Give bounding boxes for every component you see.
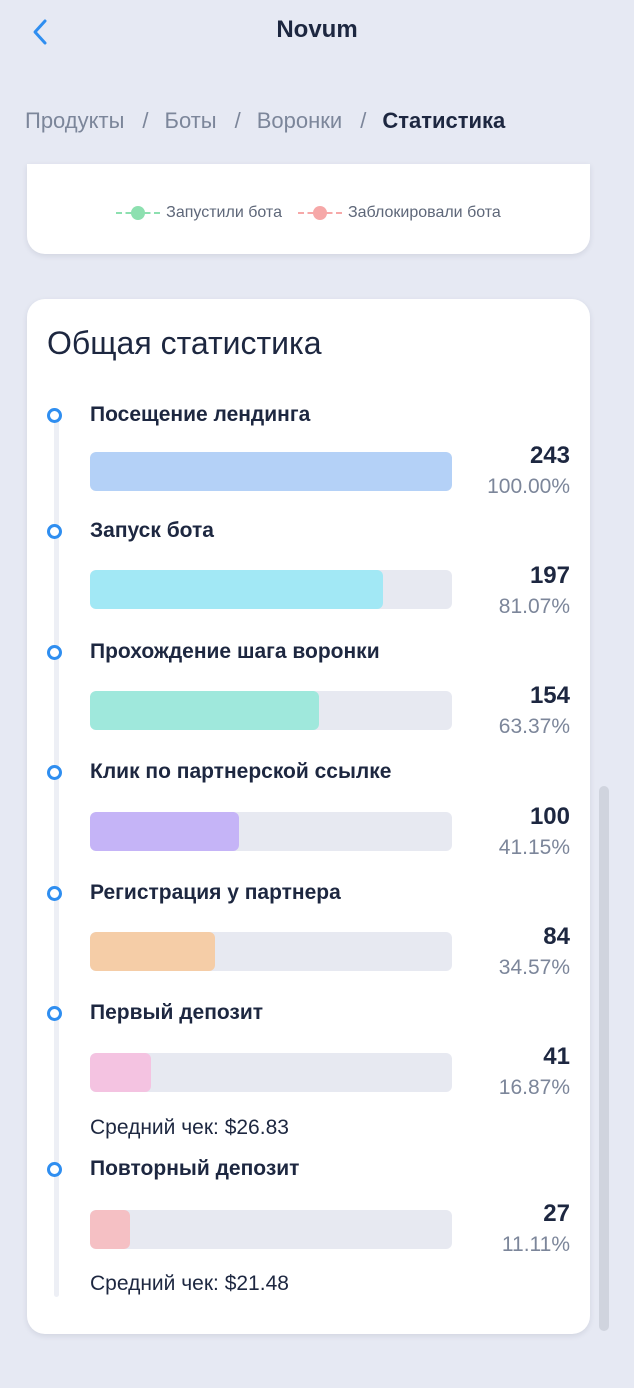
step-dot-icon <box>47 1162 62 1177</box>
progress-bar <box>90 932 452 971</box>
step-dot-icon <box>47 645 62 660</box>
breadcrumb-separator: / <box>142 108 149 133</box>
step-label: Прохождение шага воронки <box>90 640 380 663</box>
legend-item-blocked[interactable]: Заблокировали бота <box>297 204 501 222</box>
progress-bar <box>90 452 452 491</box>
step-percent: 63.37% <box>498 715 570 738</box>
average-check-value: $26.83 <box>224 1116 289 1139</box>
step-count: 197 <box>529 562 570 589</box>
scrollbar[interactable] <box>599 786 609 1331</box>
step-count: 27 <box>543 1200 570 1227</box>
step-label: Запуск бота <box>90 519 214 542</box>
average-check: Средний чек: $21.48 <box>90 1272 289 1296</box>
back-button[interactable] <box>26 14 54 50</box>
step-percent: 81.07% <box>498 595 570 618</box>
progress-bar-fill <box>90 932 216 971</box>
progress-bar-fill <box>90 570 384 609</box>
average-check-value: $21.48 <box>224 1272 289 1295</box>
step-dot-icon <box>47 524 62 539</box>
step-count: 41 <box>543 1043 570 1070</box>
chart-legend: Запустили бота Заблокировали бота <box>27 204 590 222</box>
progress-bar <box>90 570 452 609</box>
average-check-label: Средний чек: <box>90 1116 219 1139</box>
app-title: Novum <box>276 16 358 43</box>
timeline-line <box>54 417 59 1297</box>
step-label: Клик по партнерской ссылке <box>90 760 392 783</box>
step-count: 243 <box>529 442 570 469</box>
progress-bar-fill <box>90 1210 131 1249</box>
step-percent: 11.11% <box>501 1233 570 1256</box>
chevron-left-icon <box>33 19 47 45</box>
progress-bar <box>90 1053 452 1092</box>
step-label: Посещение лендинга <box>90 403 311 426</box>
progress-bar-fill <box>90 691 320 730</box>
step-percent: 100.00% <box>487 475 570 498</box>
step-count: 154 <box>529 682 570 709</box>
step-dot-icon <box>47 765 62 780</box>
breadcrumb-item-current: Статистика <box>382 108 506 133</box>
step-dot-icon <box>47 886 62 901</box>
step-percent: 41.15% <box>498 836 570 859</box>
step-count: 100 <box>529 803 570 830</box>
step-percent: 34.57% <box>498 956 570 979</box>
legend-item-launched[interactable]: Запустили бота <box>116 204 282 222</box>
average-check: Средний чек: $26.83 <box>90 1116 289 1140</box>
legend-label: Запустили бота <box>166 204 282 221</box>
step-count: 84 <box>543 923 570 950</box>
general-stats-card: Общая статистика Посещение лендинга 243 … <box>27 299 590 1334</box>
stats-title: Общая статистика <box>47 325 322 361</box>
breadcrumb-separator: / <box>234 108 241 133</box>
progress-bar <box>90 691 452 730</box>
breadcrumb-separator: / <box>360 108 367 133</box>
breadcrumb: Продукты / Боты / Воронки / Статистика <box>25 108 505 134</box>
step-label: Первый депозит <box>90 1001 264 1024</box>
legend-label: Заблокировали бота <box>347 204 501 221</box>
breadcrumb-item-funnels[interactable]: Воронки <box>256 108 343 133</box>
step-dot-icon <box>47 1006 62 1021</box>
step-label: Повторный депозит <box>90 1157 300 1180</box>
legend-swatch-blocked <box>297 206 342 220</box>
chart-card: Запустили бота Заблокировали бота <box>27 164 590 254</box>
step-percent: 16.87% <box>498 1076 570 1099</box>
progress-bar-fill <box>90 452 452 491</box>
step-label: Регистрация у партнера <box>90 881 341 904</box>
breadcrumb-item-products[interactable]: Продукты <box>25 108 125 133</box>
progress-bar-fill <box>90 812 239 851</box>
legend-swatch-launched <box>116 206 161 220</box>
app-header: Novum <box>0 0 634 64</box>
progress-bar <box>90 812 452 851</box>
step-dot-icon <box>47 408 62 423</box>
progress-bar-fill <box>90 1053 152 1092</box>
average-check-label: Средний чек: <box>90 1272 219 1295</box>
progress-bar <box>90 1210 452 1249</box>
breadcrumb-item-bots[interactable]: Боты <box>164 108 217 133</box>
